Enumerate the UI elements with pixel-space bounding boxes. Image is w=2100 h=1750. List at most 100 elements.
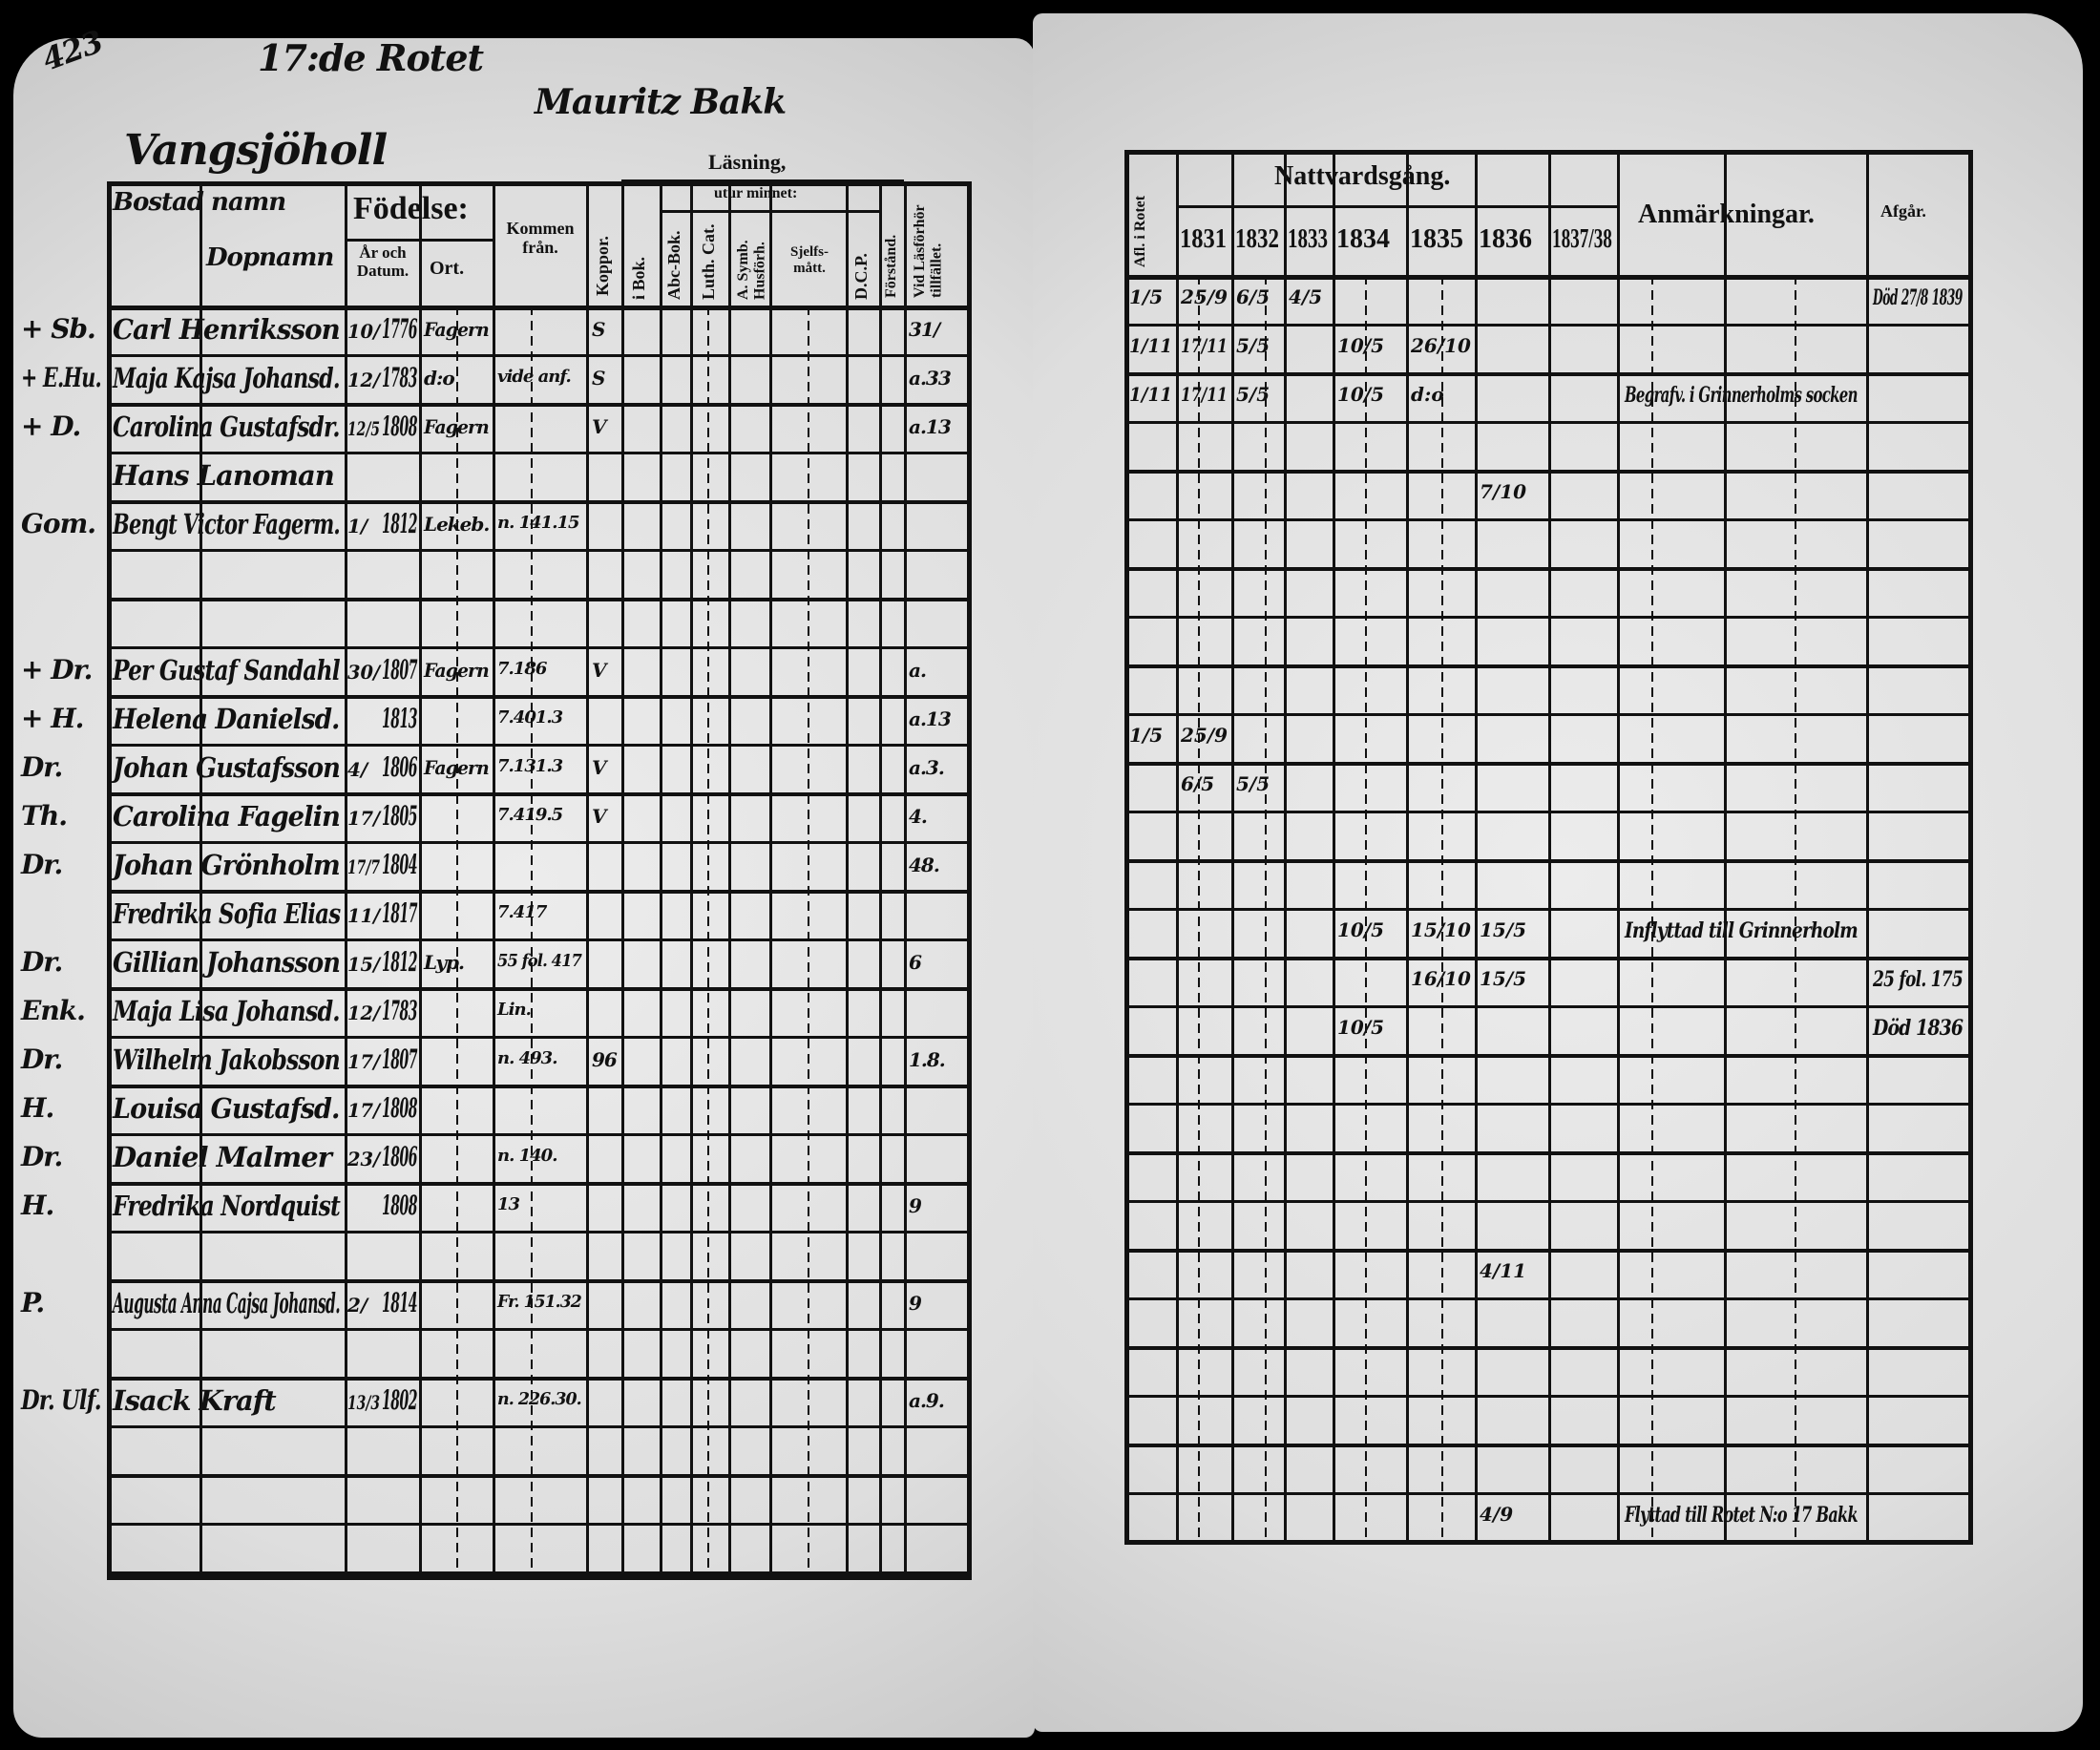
row-line xyxy=(107,1279,967,1283)
right-page xyxy=(1033,13,2083,1732)
birth-year: 1817 xyxy=(382,897,417,929)
handwritten-heading: 17:de Rotet xyxy=(258,36,484,79)
birth-year: 1808 xyxy=(382,411,417,442)
column-line xyxy=(967,181,972,1580)
table-border-bottom xyxy=(107,1575,967,1580)
remark-text: Begrafv. i Grinnerholms socken xyxy=(1625,383,1858,408)
birth-year: 1808 xyxy=(382,1190,417,1221)
right-row-line xyxy=(1124,567,1973,571)
birth-year: 1806 xyxy=(382,1141,417,1172)
communion-date: 15/10 xyxy=(1411,918,1471,941)
right-column-line xyxy=(1231,150,1234,1545)
communion-year: 1834 xyxy=(1336,224,1390,254)
koppor-value: V xyxy=(592,415,607,438)
communion-date: 17/11 xyxy=(1181,383,1228,406)
row-line xyxy=(107,938,967,941)
column-title-header: Bostad namn xyxy=(113,188,286,217)
ort-header: Ort. xyxy=(430,258,465,279)
place-name: Vangsjöholl xyxy=(124,126,388,175)
kommen-fran: n. 140. xyxy=(497,1146,557,1166)
nattvardsgang-header: Nattvardsgång. xyxy=(1274,161,1451,191)
abc-bok-header: Abc-Bok. xyxy=(664,230,683,300)
person-name: Augusta Anna Cajsa Johansd. xyxy=(113,1287,341,1319)
birth-place: Fagern xyxy=(424,415,490,438)
row-line xyxy=(107,452,967,454)
row-mark: Gom. xyxy=(21,508,96,539)
communion-date: 25/9 xyxy=(1181,724,1228,747)
birth-year: 1806 xyxy=(382,751,417,783)
birth-place: d:o xyxy=(424,367,455,390)
birth-year: 1807 xyxy=(382,1044,417,1075)
communion-date: 25/9 xyxy=(1181,285,1228,308)
row-mark: Th. xyxy=(21,800,68,832)
birth-year: 1813 xyxy=(382,703,417,734)
right-row-line xyxy=(1124,1005,1973,1008)
right-dashed-column-line xyxy=(1365,275,1367,1540)
right-row-line xyxy=(1124,811,1973,813)
right-row-line xyxy=(1124,1200,1973,1203)
column-line xyxy=(621,181,624,1580)
communion-date: 4/9 xyxy=(1480,1503,1514,1526)
kommen-fran: n. 226.30. xyxy=(497,1389,582,1409)
person-name: Helena Danielsd. xyxy=(113,703,340,735)
birth-date: 23/ xyxy=(347,1148,381,1170)
kommen-fran: 55 fol. 417 xyxy=(497,951,582,971)
birth-date: 12/5 xyxy=(347,417,381,440)
right-column-line xyxy=(1724,150,1727,1545)
right-row-line xyxy=(1124,518,1973,521)
row-line xyxy=(107,841,967,844)
communion-year: 1837/38 xyxy=(1552,224,1612,254)
birth-year: 1804 xyxy=(382,849,417,880)
vid-value: 48. xyxy=(909,854,940,876)
row-line xyxy=(107,646,967,649)
communion-year: 1832 xyxy=(1235,224,1279,254)
communion-date: 10/5 xyxy=(1337,918,1385,941)
remark-text: Inflyttad till Grinnerholm xyxy=(1625,918,1858,943)
vid-value: 31/ xyxy=(909,318,940,341)
person-name: Fredrika Nordquist xyxy=(113,1190,341,1222)
birth-place: Fagern xyxy=(424,318,490,341)
birth-place: Lyp. xyxy=(424,951,465,974)
first-column-header: Afl. i Rotet xyxy=(1132,195,1148,267)
birth-place: Lekeb. xyxy=(424,513,490,536)
birth-date: 17/7 xyxy=(347,855,381,878)
birth-date: 4/ xyxy=(347,758,368,781)
afgar-value: Död 27/8 1839 xyxy=(1873,285,1963,310)
right-row-line xyxy=(1124,1054,1973,1058)
communion-date: 5/5 xyxy=(1236,772,1270,795)
right-row-line xyxy=(1124,421,1973,424)
row-mark: + E.Hu. xyxy=(21,362,102,393)
vid-value: a.13 xyxy=(909,707,952,730)
i-bok-header: i Bok. xyxy=(629,256,648,300)
right-row-line xyxy=(1124,372,1973,376)
right-row-line xyxy=(1124,1151,1973,1155)
birth-year: 1802 xyxy=(382,1384,417,1416)
kommen-fran: Lin. xyxy=(497,1000,532,1020)
row-line xyxy=(107,1036,967,1039)
row-line xyxy=(107,744,967,747)
person-name: Carl Henriksson xyxy=(113,313,341,346)
right-column-line xyxy=(1406,150,1409,1545)
vid-value: a.9. xyxy=(909,1389,945,1412)
row-line xyxy=(107,987,967,991)
birth-date: 13/3 xyxy=(347,1391,381,1414)
row-mark: + Dr. xyxy=(21,654,93,685)
communion-date: 1/5 xyxy=(1129,724,1164,747)
right-column-line xyxy=(1333,150,1335,1545)
birth-date: 12/ xyxy=(347,1002,381,1024)
column-line xyxy=(345,181,347,1580)
dcp-header: D.C.P. xyxy=(851,253,871,300)
koppor-value: V xyxy=(592,659,607,682)
row-mark: Dr. xyxy=(21,1141,63,1172)
row-line xyxy=(107,500,967,504)
right-row-line xyxy=(1124,1103,1973,1106)
person-name: Bengt Victor Fagerm. xyxy=(113,508,341,540)
right-row-line xyxy=(1124,616,1973,619)
birth-date: 15/ xyxy=(347,953,381,976)
row-line xyxy=(107,1182,967,1186)
koppor-value: S xyxy=(592,318,605,341)
row-mark: + D. xyxy=(21,411,81,442)
communion-date: 26/10 xyxy=(1411,334,1471,357)
communion-year: 1835 xyxy=(1410,224,1463,254)
kommen-fran: Fr. 151.32 xyxy=(497,1292,582,1312)
